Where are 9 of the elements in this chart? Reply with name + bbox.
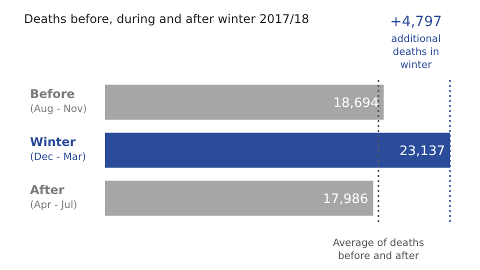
data-label: 17,986	[322, 192, 368, 207]
data-label: 18,694	[333, 96, 379, 111]
ref-line-label: +4,797 additional deaths in winter	[390, 14, 442, 71]
data-label: 23,137	[400, 144, 445, 159]
chart-title: Deaths before, during and after winter 2017/18	[24, 12, 310, 26]
y-tick-label: Before (Aug - Nov)	[30, 87, 87, 115]
y-tick-label: Winter (Dec - Mar)	[30, 135, 86, 163]
ref-line-label: Average of deaths before and after	[332, 238, 424, 262]
y-tick-label: After (Apr - Jul)	[30, 183, 78, 211]
